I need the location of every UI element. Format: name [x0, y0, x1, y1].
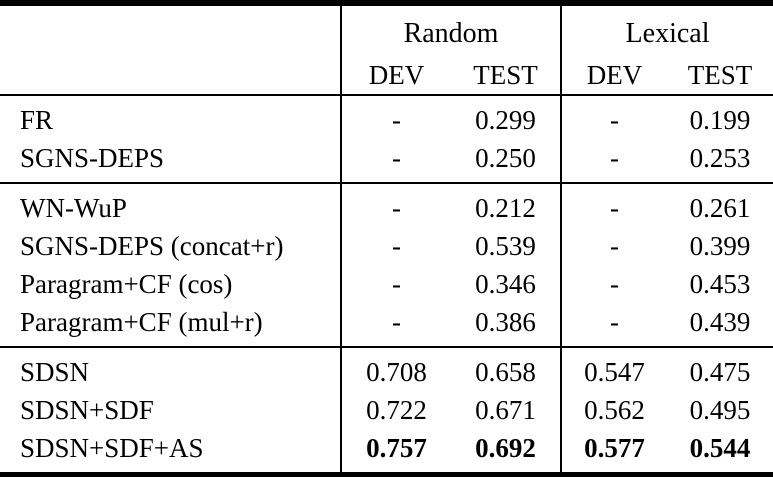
data-cell: 0.539: [475, 230, 536, 261]
data-cell: 0.399: [689, 230, 751, 261]
row-label: WN-WuP: [0, 182, 341, 227]
data-cell: 0.495: [689, 394, 751, 425]
data-cell: 0.439: [689, 306, 751, 337]
table-row: FR - 0.299 - 0.199: [0, 95, 773, 139]
row-group-comparison-methods: WN-WuP - 0.212 - 0.261 SGNS-DEPS (concat…: [0, 182, 773, 347]
table-row: SDSN 0.708 0.658 0.547 0.475: [0, 346, 773, 391]
data-cell: -: [340, 139, 451, 183]
data-cell: -: [560, 182, 668, 227]
data-cell: 0.299: [475, 104, 536, 135]
data-cell: 0.453: [689, 268, 751, 299]
data-cell: 0.212: [451, 182, 562, 227]
column-group-lexical: Lexical: [560, 3, 773, 56]
data-cell: 0.475: [667, 346, 773, 391]
data-cell: -: [560, 95, 668, 139]
row-group-proposed-methods: SDSN 0.708 0.658 0.547 0.475 SDSN+SDF 0.…: [0, 346, 773, 475]
row-label: Paragram+CF (mul+r): [20, 306, 263, 337]
data-cell: -: [340, 303, 451, 347]
column-header-random-test: TEST: [451, 56, 562, 96]
data-cell: 0.562: [560, 391, 668, 429]
column-header-random-dev: DEV: [340, 56, 451, 96]
data-cell: 0.199: [689, 104, 751, 135]
row-label: SDSN+SDF: [20, 394, 154, 425]
table-row: SDSN+SDF 0.722 0.671 0.562 0.495: [0, 391, 773, 429]
table-row: Paragram+CF (cos) - 0.346 - 0.453: [0, 265, 773, 303]
data-cell: 0.577: [560, 429, 668, 475]
table-row: WN-WuP - 0.212 - 0.261: [0, 182, 773, 227]
data-cell: 0.386: [475, 306, 536, 337]
sub-header-row: DEV TEST DEV TEST: [0, 56, 773, 96]
data-cell: 0.722: [340, 391, 451, 429]
column-header-lexical-dev: DEV: [560, 56, 668, 96]
table-header: Random Lexical DEV TEST DEV TEST: [0, 3, 773, 96]
data-cell: -: [560, 303, 668, 347]
column-group-header-row: Random Lexical: [0, 3, 773, 56]
row-label: FR: [20, 104, 54, 135]
table-row: Paragram+CF (mul+r) - 0.386 - 0.439: [0, 303, 773, 347]
data-cell: 0.253: [689, 142, 751, 173]
data-cell: 0.708: [340, 346, 451, 391]
row-label: Paragram+CF (cos): [20, 268, 233, 299]
data-cell: 0.261: [667, 182, 773, 227]
data-cell: 0.547: [560, 346, 668, 391]
column-group-random: Random: [339, 3, 562, 56]
row-group-baselines: FR - 0.299 - 0.199 SGNS-DEPS - 0.250 - 0…: [0, 95, 773, 183]
data-cell: -: [340, 227, 451, 265]
data-cell: -: [560, 227, 668, 265]
column-header-lexical-test: TEST: [667, 56, 773, 96]
row-label: SDSN: [0, 346, 341, 391]
corner-cell: [0, 56, 341, 96]
data-cell: -: [560, 265, 668, 303]
data-cell: 0.671: [475, 394, 536, 425]
corner-cell: [0, 3, 341, 56]
row-label: SGNS-DEPS: [20, 142, 165, 173]
data-cell: -: [340, 265, 451, 303]
data-cell: 0.757: [340, 429, 451, 475]
data-cell: 0.658: [451, 346, 562, 391]
table-row: SGNS-DEPS (concat+r) - 0.539 - 0.399: [0, 227, 773, 265]
data-cell: 0.692: [475, 432, 536, 463]
data-cell: 0.544: [689, 432, 751, 463]
data-cell: -: [340, 182, 451, 227]
data-cell: 0.250: [475, 142, 536, 173]
data-cell: -: [560, 139, 668, 183]
table-row: SGNS-DEPS - 0.250 - 0.253: [0, 139, 773, 183]
data-cell: -: [340, 95, 451, 139]
table-row-best-results: SDSN+SDF+AS 0.757 0.692 0.577 0.544: [0, 429, 773, 475]
data-cell: 0.346: [475, 268, 536, 299]
row-label: SDSN+SDF+AS: [20, 432, 204, 463]
row-label: SGNS-DEPS (concat+r): [20, 230, 284, 261]
